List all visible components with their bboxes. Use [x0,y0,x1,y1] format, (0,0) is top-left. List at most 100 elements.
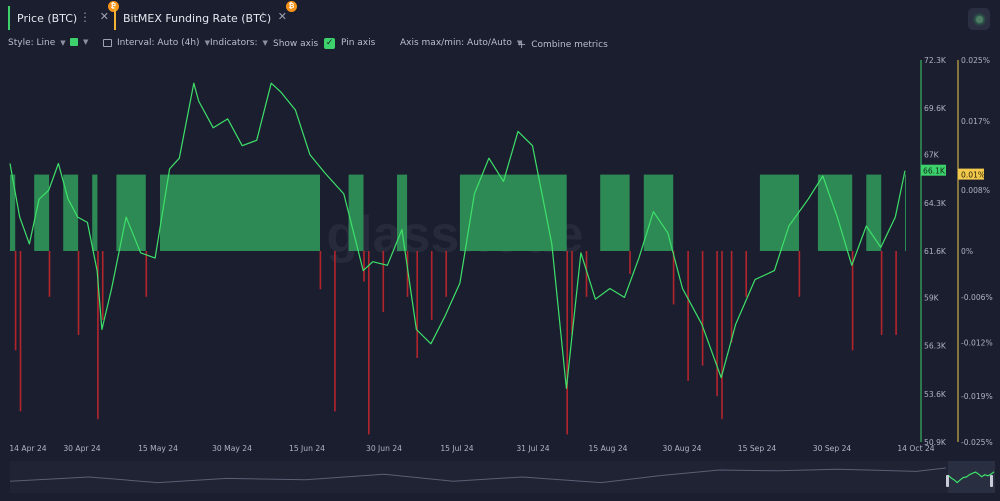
time-axis-tick-label: 15 Jul 24 [440,444,473,453]
tab-price-btc[interactable]: Price (BTC) ⋮ ✕ ₿ [8,1,119,30]
current-price-badge [921,164,946,176]
funding-bar [566,251,568,435]
funding-bar [97,251,99,420]
funding-bar [585,251,588,297]
funding-bar [130,174,146,251]
checkbox-checked-icon[interactable]: ✓ [324,38,336,49]
funding-bar [116,174,132,251]
funding-bar [10,174,16,251]
funding-bar [101,251,104,320]
time-axis-tick-label: 30 Aug 24 [663,444,702,453]
color-picker[interactable]: ▼ [70,38,88,46]
funding-bar [851,251,854,351]
funding-axis: 0.025% 0.017% 0.008% 0% -0.006% -0.012% -0.019… [958,56,993,447]
funding-axis-tick-label: 0.017% [961,117,990,126]
funding-bar [716,251,718,397]
funding-bar [48,251,51,297]
price-line [9,82,906,389]
funding-bar [643,174,659,251]
indicators-dropdown[interactable]: Indicators: ▼ [210,38,268,48]
funding-bar [474,174,495,251]
chevron-down-icon: ▼ [204,39,210,47]
status-toggle-button[interactable] [968,8,990,30]
current-funding-badge [958,168,984,180]
funding-bar [880,251,883,335]
chart-toolbar: Style: Line ▼ ▼ Interval: Auto (4h) ▼ Indi… [0,36,1000,54]
time-axis: 14 Apr 24 30 Apr 24 15 May 24 30 May 24 15 J… [9,444,934,453]
funding-bar [445,251,447,297]
price-axis-tick-label: 59K [924,293,940,302]
funding-bar [701,251,704,366]
funding-bar [687,251,689,381]
funding-bar [309,174,320,251]
bitcoin-badge-icon: ₿ [108,1,119,12]
time-axis-tick-label: 14 Apr 24 [9,444,46,453]
funding-axis-tick-label: 0% [961,247,973,256]
tab-bitmex-funding-rate[interactable]: BitMEX Funding Rate (BTC) ⋮ ✕ ₿ [114,1,297,30]
time-axis-tick-label: 15 Jun 24 [289,444,325,453]
current-price-label: 66.1K [923,167,946,176]
funding-bar [232,174,253,251]
chevron-down-icon: ▼ [83,38,89,46]
navigator-left-handle [946,475,949,487]
more-options-icon[interactable]: ⋮ [257,10,269,24]
time-axis-tick-label: 30 Apr 24 [63,444,100,453]
price-axis-tick-label: 69.6K [924,104,947,113]
time-axis-tick-label: 30 Jun 24 [366,444,402,453]
funding-bar [798,251,801,297]
combine-metrics-button[interactable]: + Combine metrics [517,38,608,51]
navigator-track [10,461,995,493]
indicators-label: Indicators: [210,38,258,48]
funding-bar [571,251,573,335]
funding-axis-tick-label: 0.025% [961,56,990,65]
funding-bar [271,174,291,251]
funding-bar [290,174,311,251]
tab-funding-label: BitMEX Funding Rate (BTC) [123,11,272,25]
range-navigator[interactable] [9,461,995,493]
price-axis-tick-label: 67K [924,151,940,160]
funding-bar [14,251,17,351]
funding-bar [779,174,799,251]
close-icon[interactable]: ✕ [277,10,287,23]
price-line-group [9,82,906,389]
current-funding-label: 0.01% [961,171,985,180]
funding-bar [213,174,233,251]
funding-bar [459,174,475,251]
more-options-icon[interactable]: ⋮ [79,10,91,24]
pin-axis-toggle[interactable]: Pin axis [341,38,375,48]
navigator-selection [948,461,995,493]
price-axis-tick-label: 61.6K [924,247,947,256]
funding-axis-tick-label: -0.006% [961,293,993,302]
funding-bar [368,251,370,435]
interval-dropdown[interactable]: Interval: Auto (4h) ▼ [103,38,210,48]
funding-bar [92,174,98,251]
funding-bar [551,174,567,251]
navigator-history-line [9,467,946,484]
funding-bar [319,251,322,290]
interval-label: Interval: Auto (4h) [117,38,200,48]
funding-bar [817,174,838,251]
axis-minmax-dropdown[interactable]: Axis max/min: Auto/Auto ▼ [400,38,522,48]
funding-bar [348,174,364,251]
time-axis-tick-label: 15 May 24 [138,444,178,453]
funding-bar [382,251,385,313]
color-swatch [70,38,78,46]
axis-minmax-label: Axis max/min: Auto/Auto [400,38,512,48]
price-axis-tick-label: 72.3K [924,56,947,65]
combine-metrics-label: Combine metrics [531,39,608,50]
price-axis-tick-label: 50.9K [924,438,947,447]
funding-bar [759,174,780,251]
show-axis-toggle[interactable]: Show axis ✓ [273,38,336,49]
funding-axis-tick-label: -0.019% [961,392,993,401]
time-axis-tick-label: 30 Sep 24 [813,444,852,453]
funding-axis-tick-label: 0.008% [961,186,990,195]
style-dropdown[interactable]: Style: Line ▼ [8,38,66,48]
chevron-down-icon: ▼ [516,39,523,47]
funding-bar [416,251,418,358]
close-icon[interactable]: ✕ [99,10,109,23]
funding-bar [837,174,853,251]
price-axis: 72.3K 69.6K 67K 64.3K 61.6K 59K 56.3K 53.6K 50.9… [921,56,947,447]
funding-bar [430,251,433,320]
funding-bar [745,251,747,297]
